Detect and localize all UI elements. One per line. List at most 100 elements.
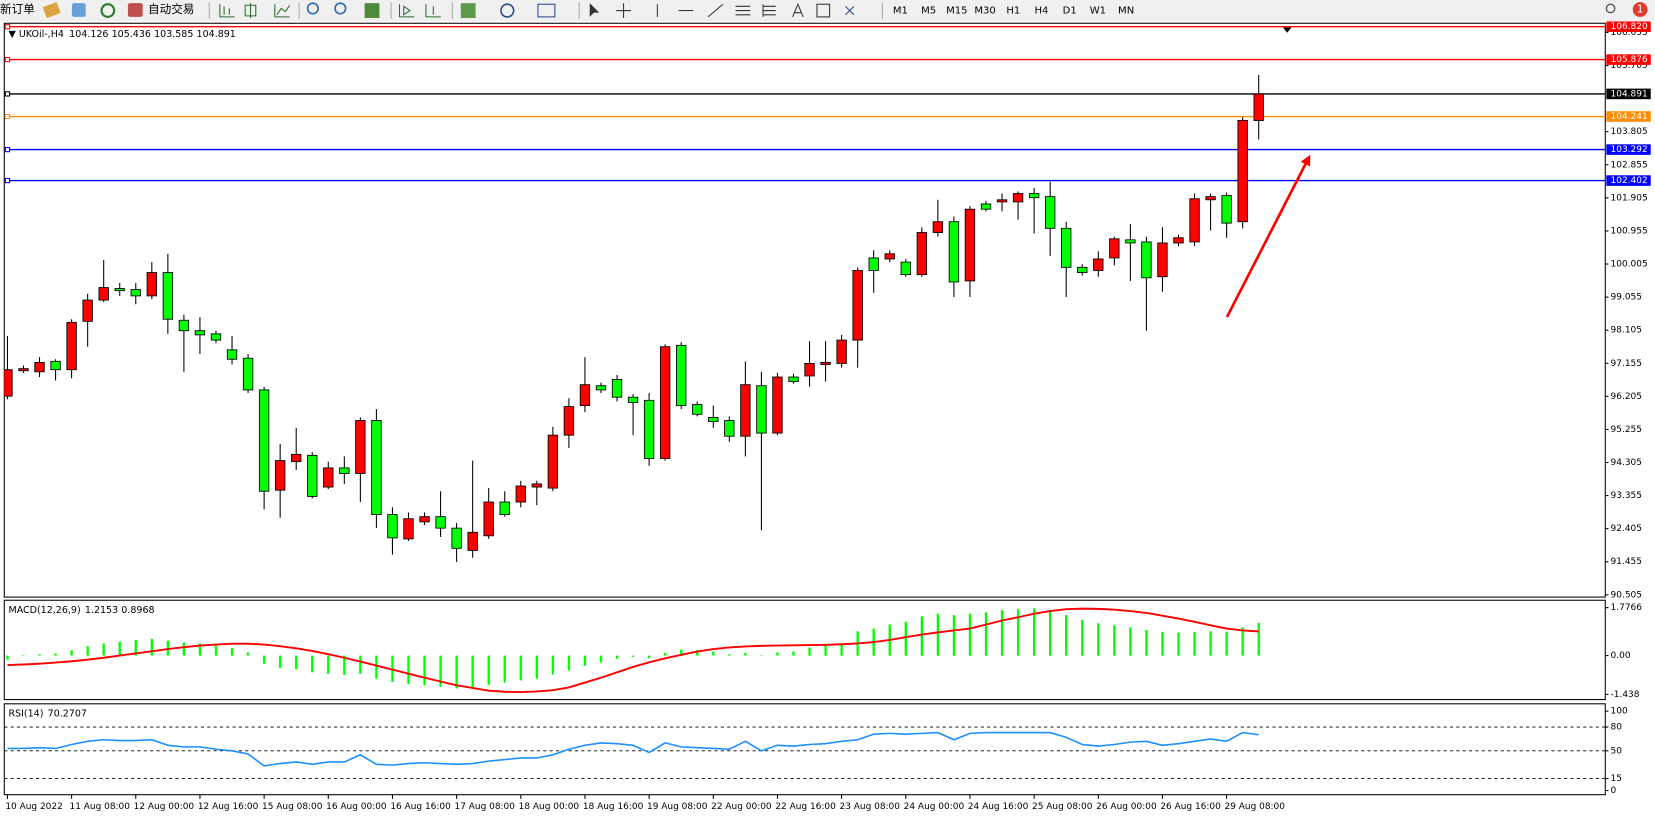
rsi-header: RSI(14) 70.2707 [9, 708, 87, 719]
candle-body [1125, 239, 1136, 244]
y-tick-label: 93.355 [1611, 491, 1642, 501]
tile-icon[interactable] [364, 3, 380, 18]
fibo-tool[interactable] [762, 4, 776, 17]
period-icon[interactable] [500, 3, 515, 18]
level-handle [4, 177, 11, 184]
candle-body [210, 333, 222, 341]
notification-badge[interactable] [1632, 2, 1648, 17]
crosshair-tool[interactable] [616, 3, 631, 18]
x-tick-label: 10 Aug 2022 [5, 802, 62, 812]
level-label: 103.292 [1611, 145, 1648, 155]
template-icon[interactable] [537, 3, 556, 18]
level-label-bg [1606, 144, 1651, 155]
candle-body [371, 420, 382, 515]
channel-tool[interactable] [735, 5, 751, 16]
candle-body [692, 404, 703, 415]
candle-body [18, 368, 29, 372]
y-tick-label: 80 [1611, 723, 1623, 733]
level-handle [4, 56, 11, 63]
candle-body [403, 518, 414, 540]
level-label: 102.402 [1611, 176, 1648, 186]
candle-body [339, 467, 350, 474]
candle-body [467, 531, 478, 551]
toolbar-bg [0, 0, 1655, 22]
timeframe-button[interactable]: M30 [974, 6, 995, 17]
candle-body [82, 299, 93, 322]
label-tool[interactable] [816, 3, 831, 18]
icon[interactable] [42, 2, 61, 19]
candle-body [130, 289, 141, 297]
candle-body [595, 385, 607, 391]
y-tick-label: 102.855 [1611, 160, 1648, 170]
candle-body [820, 361, 831, 365]
candle-body [178, 319, 190, 332]
candle-body [50, 360, 61, 371]
y-tick-label: 94.305 [1611, 458, 1642, 468]
y-tick-label: 90.505 [1611, 590, 1642, 600]
macd-main-value: 1.2153 [85, 604, 118, 615]
y-tick-label: -1.438 [1611, 690, 1640, 700]
indicator-icon[interactable] [460, 3, 476, 18]
auto-trade-button[interactable]: 自动交易 [148, 2, 194, 16]
timeframe-button[interactable]: MN [1118, 6, 1134, 17]
auto-trade-icon[interactable] [127, 3, 143, 17]
candle-body [1109, 238, 1120, 259]
timeframe-button[interactable]: M15 [946, 6, 967, 17]
candle-body [258, 389, 270, 492]
icon[interactable] [100, 3, 116, 18]
icon[interactable] [398, 4, 415, 18]
candle-body [34, 361, 45, 373]
timeframe-button[interactable]: H1 [1006, 6, 1020, 17]
candle-body [194, 330, 206, 336]
x-tick-label: 24 Aug 00:00 [904, 802, 965, 812]
timeframe-button[interactable]: M1 [893, 6, 908, 17]
candle-body [579, 384, 591, 406]
macd-signal-value: 0.8968 [121, 604, 154, 615]
macd-signal-line [7, 607, 1259, 693]
symbol: UKOil-,H4 [19, 28, 64, 39]
candle-body [1221, 195, 1232, 224]
search-icon[interactable] [1605, 3, 1616, 14]
zoom-in[interactable] [306, 2, 319, 15]
icon[interactable] [274, 4, 291, 18]
candle-body [1012, 193, 1024, 203]
level-handle [4, 24, 11, 30]
candle-body [1077, 266, 1088, 273]
zoom-out[interactable] [334, 2, 347, 15]
text-tool[interactable] [792, 2, 804, 18]
icon[interactable] [244, 3, 257, 18]
candle-body [1253, 93, 1264, 121]
level-label-bg [1606, 111, 1651, 122]
main-panel [3, 22, 1606, 598]
shift-marker [1282, 27, 1292, 33]
x-tick-label: 23 Aug 08:00 [840, 802, 901, 812]
candle-body [980, 203, 992, 210]
candle-body [242, 357, 254, 391]
cursor-tool[interactable] [589, 3, 600, 17]
y-tick-label: 50 [1611, 746, 1623, 756]
rsi-title: RSI(14) [9, 708, 44, 719]
trendline-tool[interactable] [707, 3, 724, 18]
icon[interactable] [425, 4, 441, 18]
candle-body [756, 385, 767, 434]
timeframe-button[interactable]: H4 [1035, 6, 1049, 17]
timeframe-button[interactable]: M5 [921, 6, 936, 17]
candle-body [1173, 237, 1184, 244]
toolbar: 新订单 自动交易 M1 M5 M15 M30 H1 H4 D1 W1 MN [0, 0, 1655, 22]
candle-body [307, 454, 318, 497]
x-tick-label: 26 Aug 16:00 [1160, 802, 1221, 812]
level-label: 106.820 [1611, 22, 1648, 32]
candle-body [724, 420, 735, 437]
new-order-button[interactable]: 新订单 [0, 2, 35, 16]
timeframe-button[interactable]: W1 [1090, 6, 1106, 17]
header-arrow: ▼ [9, 28, 19, 39]
arrows-tool[interactable] [845, 5, 855, 16]
icon[interactable] [71, 3, 86, 17]
x-tick-label: 29 Aug 08:00 [1225, 802, 1286, 812]
candle-body [676, 344, 687, 406]
candle-body [4, 369, 13, 397]
y-tick-label: 100 [1611, 707, 1628, 717]
timeframe-button[interactable]: D1 [1063, 6, 1077, 17]
icon[interactable] [219, 4, 235, 18]
